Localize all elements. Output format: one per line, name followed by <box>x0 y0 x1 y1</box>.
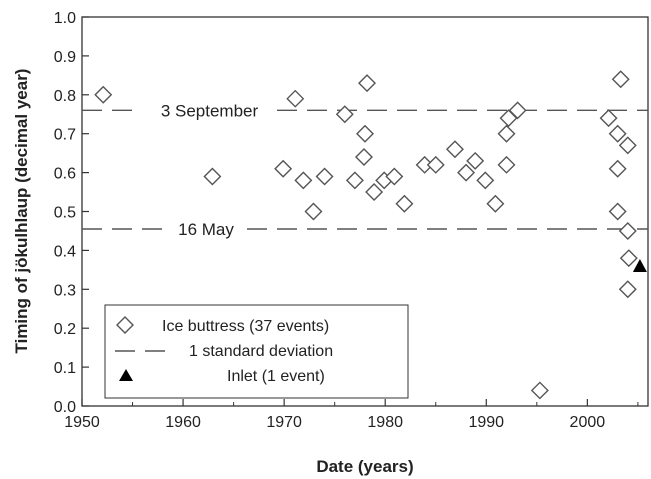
ice-buttress-point <box>335 105 354 124</box>
reference-lines: 3 September 16 May <box>82 101 648 239</box>
y-tick-label: 0.7 <box>54 127 76 144</box>
y-tick-label: 0.4 <box>54 243 76 260</box>
ice-buttress-point <box>94 85 113 104</box>
y-tick-label: 1.0 <box>54 10 76 27</box>
ice-buttress-point <box>497 124 516 143</box>
ice-buttress-point <box>356 124 374 143</box>
y-tick-label: 0.0 <box>54 399 76 416</box>
ice-buttress-point <box>508 101 527 120</box>
ice-buttress-point <box>497 155 516 174</box>
y-tick-label: 0.2 <box>54 321 76 338</box>
ice-buttress-point <box>354 148 373 167</box>
x-tick-label: 1980 <box>367 414 403 431</box>
ice-buttress-point <box>426 155 445 174</box>
y-tick-label: 0.9 <box>54 49 76 66</box>
ice-buttress-point <box>203 167 222 186</box>
x-tick-label: 2000 <box>570 414 606 431</box>
ice-buttress-point <box>476 171 495 190</box>
ice-buttress-point <box>445 140 464 159</box>
ice-buttress-point <box>618 280 637 299</box>
ice-buttress-point <box>608 124 627 143</box>
ice-buttress-point <box>315 167 334 186</box>
reference-line-label: 16 May <box>178 220 234 239</box>
y-tick-label: 0.8 <box>54 88 76 105</box>
filled-triangle-icon <box>119 369 133 381</box>
ice-buttress-point <box>619 249 638 268</box>
ice-buttress-point <box>611 70 630 89</box>
ice-buttress-point <box>395 194 414 213</box>
ice-buttress-point <box>358 74 377 93</box>
legend-label: 1 standard deviation <box>189 343 333 360</box>
y-tick-label: 0.3 <box>54 282 76 299</box>
ice-buttress-point <box>304 202 323 221</box>
legend-label: Ice buttress (37 events) <box>162 318 329 335</box>
y-tick-label: 0.1 <box>54 360 76 377</box>
legend: Ice buttress (37 events) 1 standard devi… <box>104 304 409 399</box>
ice-buttress-point <box>599 109 618 128</box>
ice-buttress-point <box>530 381 549 400</box>
x-tick-label: 1970 <box>266 414 302 431</box>
x-axis-title: Date (years) <box>316 457 413 476</box>
inlet-point <box>632 258 647 272</box>
ice-buttress-point <box>618 221 637 240</box>
x-tick-label: 1960 <box>165 414 201 431</box>
ice-buttress-point <box>345 171 364 190</box>
ice-buttress-point <box>608 202 627 221</box>
ice-buttress-point <box>385 167 404 186</box>
ice-buttress-point <box>274 159 293 178</box>
reference-line-label: 3 September <box>161 101 259 120</box>
legend-entry-inlet: Inlet (1 event) <box>119 368 325 385</box>
ice-buttress-point <box>618 136 637 155</box>
axis-ticks: 1950 1960 1970 1980 1990 2000 0.0 0.1 0.2 0.3 0.4 0… <box>54 10 639 431</box>
open-diamond-icon <box>116 316 134 334</box>
y-tick-label: 0.6 <box>54 166 76 183</box>
x-tick-label: 1990 <box>468 414 504 431</box>
legend-entry-ice-buttress: Ice buttress (37 events) <box>116 316 329 335</box>
ice-buttress-point <box>294 171 313 190</box>
ice-buttress-point <box>286 89 305 108</box>
legend-entry-standard-deviation: 1 standard deviation <box>115 343 333 360</box>
ice-buttress-point <box>457 163 476 182</box>
legend-label: Inlet (1 event) <box>227 368 325 385</box>
legend-box <box>104 304 409 399</box>
y-tick-label: 0.5 <box>54 205 76 222</box>
ice-buttress-point <box>365 183 384 202</box>
x-tick-label: 1950 <box>64 414 100 431</box>
data-points <box>94 70 647 400</box>
ice-buttress-point <box>608 159 627 178</box>
ice-buttress-point <box>466 151 485 170</box>
ice-buttress-point <box>486 194 505 213</box>
y-axis-title: Timing of jökulhlaup (decimal year) <box>12 69 31 354</box>
